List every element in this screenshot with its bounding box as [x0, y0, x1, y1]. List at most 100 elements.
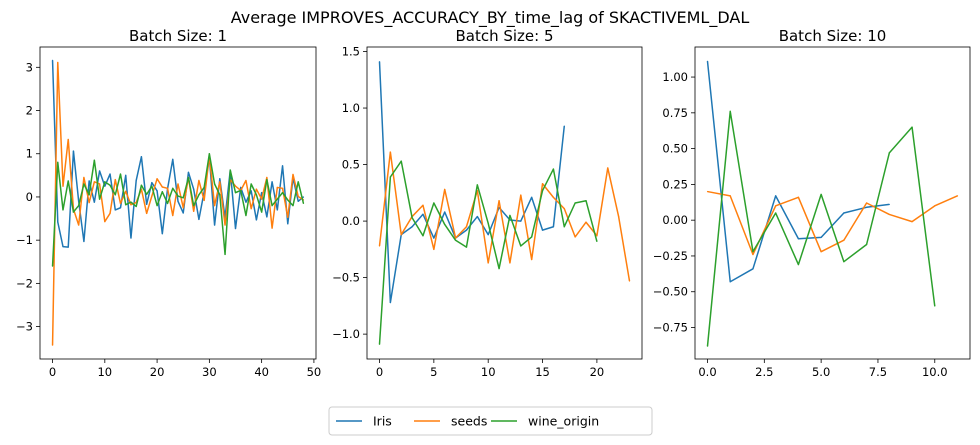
data-point: [797, 263, 800, 266]
data-point: [389, 176, 391, 178]
legend-frame: [328, 406, 653, 436]
data-point: [509, 262, 511, 264]
data-point: [389, 301, 391, 304]
data-point: [498, 200, 500, 202]
data-point: [563, 125, 565, 127]
data-point: [287, 223, 289, 225]
data-point: [956, 195, 959, 197]
data-point: [266, 176, 268, 179]
x-tick-label: 0: [376, 365, 383, 379]
x-tick-label: 10: [481, 365, 496, 379]
legend-label: wine_origin: [528, 414, 599, 429]
data-point: [520, 220, 522, 222]
data-point: [752, 251, 754, 253]
data-point: [934, 305, 936, 307]
data-point: [520, 194, 522, 196]
data-point: [400, 234, 402, 236]
data-point: [454, 237, 457, 239]
data-point: [433, 237, 435, 239]
data-point: [119, 207, 122, 209]
data-point: [172, 214, 174, 217]
data-point: [198, 194, 200, 196]
x-tick-label: 5.0: [812, 365, 830, 379]
data-point: [487, 262, 489, 264]
data-point: [797, 196, 800, 198]
data-point: [62, 185, 64, 187]
x-tick-label: 5: [430, 365, 437, 379]
data-point: [234, 227, 237, 230]
x-tick-label: 10: [97, 365, 112, 379]
data-point: [476, 184, 478, 186]
legend-item: Iris: [336, 414, 392, 429]
data-point: [797, 238, 800, 240]
data-point: [156, 178, 158, 180]
data-point: [51, 59, 54, 61]
data-point: [911, 221, 913, 223]
data-point: [114, 179, 116, 181]
data-point: [888, 152, 890, 154]
data-point: [261, 192, 263, 194]
data-point: [140, 184, 143, 186]
data-point: [67, 180, 69, 182]
data-point: [706, 345, 709, 347]
data-point: [465, 229, 468, 231]
data-point: [531, 258, 533, 261]
data-point: [156, 204, 158, 207]
data-point: [193, 204, 195, 207]
data-point: [411, 217, 413, 219]
data-point: [146, 193, 148, 195]
y-tick-label: 2: [26, 104, 33, 118]
data-point: [843, 212, 845, 214]
data-point: [843, 261, 845, 263]
data-point: [911, 126, 913, 128]
data-point: [93, 159, 95, 161]
data-point: [563, 208, 565, 210]
y-tick-label: 1.5: [342, 45, 360, 59]
data-point: [628, 280, 631, 282]
y-tick-label: 0: [26, 190, 33, 204]
data-point: [302, 196, 305, 198]
data-point: [62, 246, 64, 248]
data-point: [146, 212, 148, 214]
data-point: [93, 181, 95, 183]
data-point: [198, 179, 200, 182]
data-point: [130, 237, 132, 239]
x-tick-label: 50: [307, 365, 322, 379]
data-point: [67, 246, 69, 248]
data-point: [57, 61, 59, 64]
data-point: [187, 171, 190, 173]
y-tick-label: 1: [26, 147, 33, 161]
x-tick-label: 0: [49, 365, 56, 379]
x-tick-label: 20: [150, 365, 165, 379]
data-point: [166, 202, 169, 205]
data-point: [865, 202, 868, 204]
x-tick-label: 40: [254, 365, 269, 379]
data-point: [114, 209, 116, 211]
data-point: [114, 194, 116, 196]
data-point: [476, 215, 478, 218]
y-tick-label: −3: [16, 320, 33, 334]
data-point: [130, 204, 132, 206]
data-point: [146, 203, 148, 205]
legend-item: seeds: [414, 414, 487, 429]
data-point: [454, 239, 457, 241]
y-tick-label: 1.0: [342, 101, 360, 115]
data-point: [193, 210, 195, 212]
data-point: [88, 180, 90, 182]
data-point: [271, 204, 273, 207]
data-point: [177, 200, 179, 202]
data-point: [51, 344, 54, 346]
data-point: [245, 179, 247, 182]
data-point: [433, 248, 435, 250]
data-point: [422, 204, 424, 206]
data-point: [297, 181, 299, 183]
data-point: [552, 226, 555, 228]
y-tick-label: −0.50: [653, 285, 688, 299]
data-point: [250, 190, 252, 192]
data-point: [865, 243, 868, 246]
data-point: [125, 190, 127, 192]
data-point: [292, 204, 294, 207]
x-tick-label: 2.5: [755, 365, 773, 379]
data-point: [125, 174, 127, 176]
data-point: [219, 178, 221, 180]
